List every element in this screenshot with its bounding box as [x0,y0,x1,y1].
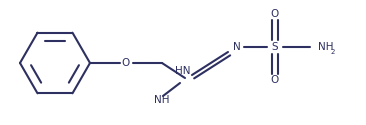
Text: S: S [272,42,278,52]
Text: O: O [271,9,279,19]
Text: NH: NH [154,95,170,105]
Text: NH: NH [318,42,333,52]
Text: O: O [271,75,279,85]
Text: O: O [122,58,130,68]
Text: 2: 2 [331,49,335,55]
Text: HN: HN [175,66,191,76]
Text: N: N [233,42,241,52]
